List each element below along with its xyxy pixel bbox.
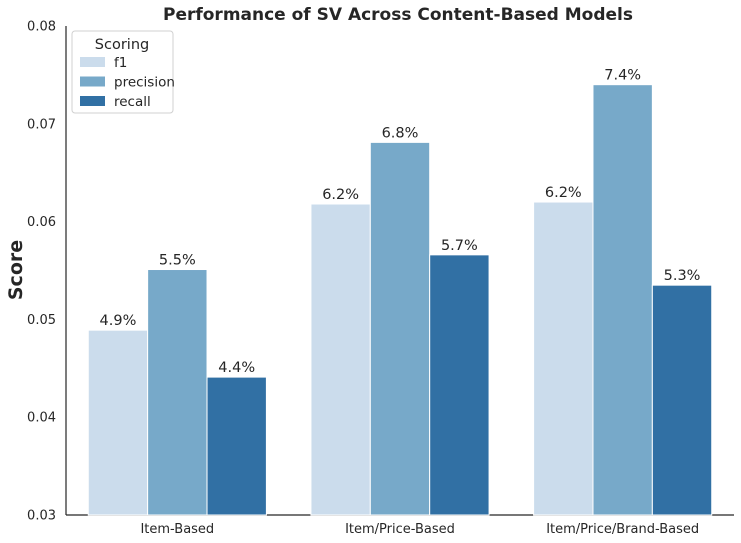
bar-value-label: 5.5%	[159, 253, 196, 269]
legend: Scoring f1 precision recall	[71, 30, 175, 114]
bar-value-label: 6.2%	[545, 185, 582, 201]
x-tick-label: Item/Price-Based	[345, 522, 455, 537]
legend-swatch-precision	[80, 76, 105, 87]
x-tick-label: Item/Price/Brand-Based	[546, 522, 699, 537]
bar-f1	[87, 329, 149, 516]
bar-precision	[592, 84, 653, 516]
bar-value-label: 6.2%	[322, 187, 359, 203]
bar-value-label: 7.4%	[604, 68, 641, 84]
bar-value-label: 6.8%	[382, 125, 419, 141]
bar-precision	[147, 269, 208, 516]
plot-area: 0.03 0.04 0.05 0.06 0.07 0.08 4.9% 5.5% 4.4% Item…	[27, 20, 734, 537]
y-tick-label: 0.06	[27, 215, 56, 230]
legend-swatch-recall	[80, 96, 105, 106]
bar-f1	[310, 203, 371, 516]
legend-swatch-f1	[80, 57, 105, 67]
bar-f1	[533, 201, 594, 516]
legend-frame	[71, 30, 174, 114]
legend-label-precision: precision	[114, 75, 175, 91]
bar-value-label: 5.3%	[664, 268, 701, 284]
chart-title: Performance of SV Across Content-Based M…	[163, 5, 633, 25]
legend-label-f1: f1	[114, 55, 127, 71]
bar-recall	[429, 254, 490, 516]
bar-value-label: 4.4%	[218, 360, 255, 376]
y-tick-label: 0.03	[27, 509, 56, 524]
y-tick-label: 0.04	[27, 411, 56, 426]
legend-title: Scoring	[95, 37, 149, 53]
bar-value-label: 4.9%	[100, 313, 137, 329]
bar-precision	[369, 141, 431, 516]
bar-recall	[651, 284, 713, 516]
y-tick-label: 0.07	[27, 117, 56, 132]
legend-label-recall: recall	[114, 94, 151, 110]
y-tick-label: 0.08	[27, 20, 56, 35]
bar-value-label: 5.7%	[441, 238, 478, 254]
y-axis-label: Score	[5, 240, 27, 300]
x-tick-label: Item-Based	[140, 522, 214, 537]
y-tick-label: 0.05	[27, 313, 56, 328]
bar-recall	[206, 376, 267, 516]
